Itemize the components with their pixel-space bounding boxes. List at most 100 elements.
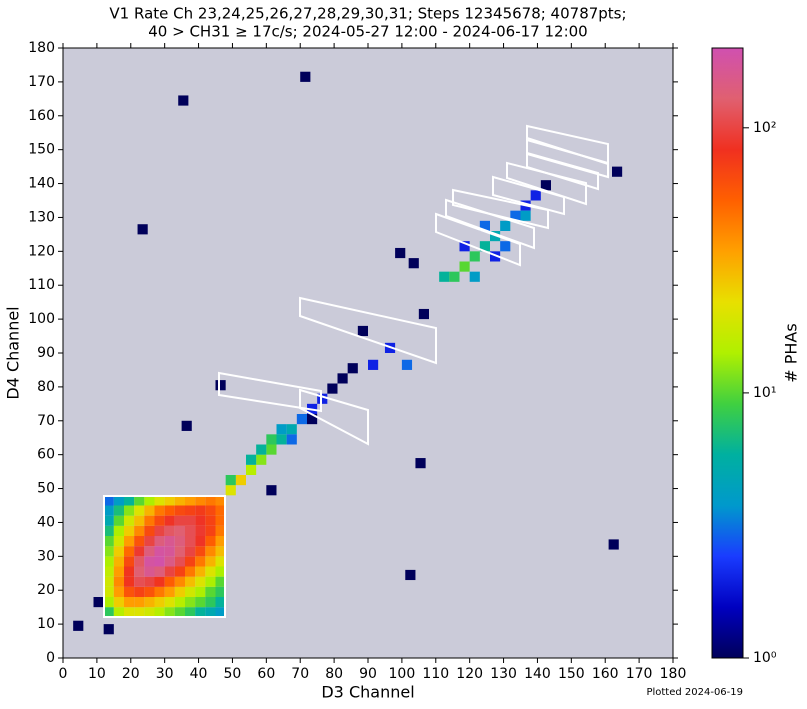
heatmap-cell [215, 380, 226, 391]
heatmap-cell [449, 271, 460, 282]
y-tick-label: 170 [28, 74, 55, 90]
heatmap-cell [134, 515, 145, 526]
heatmap-cell [178, 95, 189, 106]
heatmap-cell [195, 536, 206, 547]
heatmap-cell [215, 556, 226, 567]
heatmap-cell [113, 546, 124, 557]
heatmap-cell [164, 546, 175, 557]
box [452, 188, 549, 230]
heatmap-cell [215, 525, 226, 536]
y-tick-label: 110 [28, 277, 55, 293]
heatmap-cell [337, 373, 348, 384]
heatmap-cell [205, 556, 216, 567]
heatmap-cell [124, 515, 135, 526]
heatmap-cell [405, 569, 416, 581]
heatmap-cell [395, 247, 406, 259]
heatmap-cell [439, 271, 450, 282]
box [526, 124, 609, 166]
heatmap-cell [174, 515, 185, 526]
y-tick-label: 160 [28, 108, 55, 124]
heatmap-cell [113, 495, 124, 506]
heatmap-cell [134, 566, 145, 577]
heatmap-cell [103, 607, 114, 618]
heatmap-cell [205, 576, 216, 587]
heatmap-cell [174, 536, 185, 547]
heatmap-cell [357, 325, 368, 337]
heatmap-cell [93, 597, 104, 608]
heatmap-cell [205, 597, 216, 608]
heatmap-cell [185, 556, 196, 567]
heatmap-cell [154, 536, 165, 547]
heatmap-cell [144, 556, 155, 567]
heatmap-cell [144, 546, 155, 557]
heatmap-cell [540, 180, 551, 191]
heatmap-cell [164, 536, 175, 547]
heatmap-cell [134, 546, 145, 557]
heatmap-cell [134, 586, 145, 597]
heatmap-cell [174, 607, 185, 618]
heatmap-cell [500, 241, 511, 252]
x-tick-label: 40 [190, 666, 208, 682]
heatmap-cell [256, 454, 267, 465]
x-tick-label: 180 [660, 666, 687, 682]
heatmap-cell [164, 607, 175, 618]
heatmap-cell [235, 475, 246, 486]
heatmap-cell [459, 261, 470, 272]
y-tick-label: 130 [28, 209, 55, 225]
footnote: Plotted 2024-06-19 [646, 687, 743, 698]
heatmap-cell [215, 607, 226, 618]
x-tick-label: 100 [389, 666, 416, 682]
heatmap-cell [347, 363, 358, 374]
selection-boxes [103, 124, 609, 618]
heatmap-cell [124, 525, 135, 536]
heatmap-cell [164, 597, 175, 608]
heatmap-cell [124, 597, 135, 608]
heatmap-cell [215, 597, 226, 608]
box [526, 151, 599, 191]
chart-title: V1 Rate Ch 23,24,25,26,27,28,29,30,31; S… [109, 5, 626, 23]
heatmap-cell [317, 393, 328, 404]
heatmap-cell [103, 495, 114, 506]
heatmap-cell [327, 383, 338, 394]
heatmap-cell [195, 566, 206, 577]
heatmap-cell [103, 597, 114, 608]
heatmap-cell [174, 505, 185, 516]
y-axis-label: D4 Channel [4, 306, 23, 399]
x-tick-label: 150 [558, 666, 585, 682]
y-tick-label: 180 [28, 40, 55, 56]
heatmap-cell [415, 458, 426, 469]
y-tick-label: 90 [37, 345, 55, 361]
heatmap [73, 71, 623, 635]
heatmap-cell [144, 607, 155, 618]
heatmap-cell [479, 220, 490, 231]
heatmap-cell [205, 546, 216, 557]
heatmap-cell [134, 607, 145, 618]
heatmap-cell [134, 556, 145, 567]
heatmap-cell [134, 505, 145, 516]
heatmap-cell [113, 586, 124, 597]
heatmap-cell [276, 434, 287, 445]
heatmap-cell [520, 210, 531, 221]
heatmap-cell [185, 495, 196, 506]
heatmap-cell [215, 495, 226, 506]
heatmap-cell [215, 536, 226, 547]
heatmap-cell [215, 515, 226, 526]
heatmap-cell [215, 576, 226, 587]
heatmap-cell [154, 525, 165, 536]
heatmap-cell [124, 536, 135, 547]
heatmap-cell [185, 566, 196, 577]
heatmap-cell [185, 546, 196, 557]
heatmap-cell [154, 586, 165, 597]
heatmap-cell [144, 536, 155, 547]
chart-title: 40 > CH31 ≥ 17c/s; 2024-05-27 12:00 - 20… [148, 23, 587, 41]
heatmap-cell [103, 576, 114, 587]
heatmap-cell [256, 444, 267, 455]
heatmap-cell [113, 607, 124, 618]
heatmap-cell [205, 607, 216, 618]
heatmap-cell [113, 536, 124, 547]
x-tick-label: 110 [422, 666, 449, 682]
heatmap-cell [124, 546, 135, 557]
heatmap-cell [124, 576, 135, 587]
heatmap-cell [185, 515, 196, 526]
heatmap-cell [164, 556, 175, 567]
